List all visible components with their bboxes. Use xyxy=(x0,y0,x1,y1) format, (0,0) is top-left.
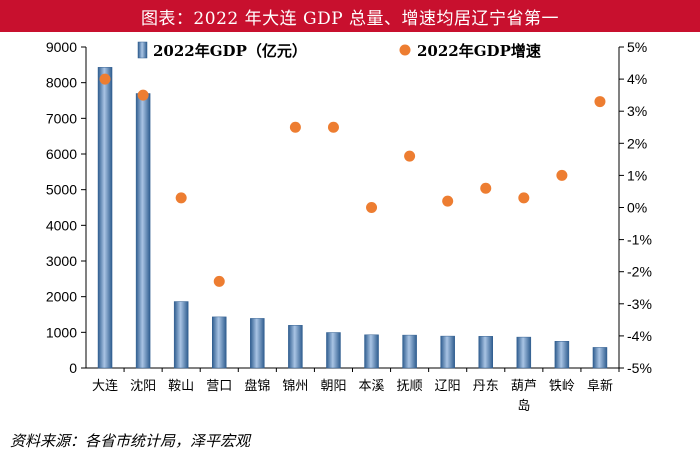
gdp-bar xyxy=(135,93,151,369)
growth-dot xyxy=(175,192,187,204)
category-label: 抚顺 xyxy=(397,379,423,394)
right-tick-label: 1% xyxy=(627,167,647,183)
category-label: 大连 xyxy=(92,378,118,394)
gdp-bar xyxy=(516,336,532,369)
left-tick-label: 2000 xyxy=(46,289,77,305)
gdp-bar xyxy=(212,316,227,369)
left-tick-label: 5000 xyxy=(46,182,77,198)
right-tick-label: 4% xyxy=(627,71,647,87)
right-tick-label: 0% xyxy=(627,200,647,216)
category-label: 沈阳 xyxy=(130,379,156,394)
growth-dot xyxy=(594,96,606,108)
chart-title-bar: 图表：2022 年大连 GDP 总量、增速均居辽宁省第一 xyxy=(0,0,700,32)
chart-title: 图表：2022 年大连 GDP 总量、增速均居辽宁省第一 xyxy=(140,8,560,29)
gdp-bar xyxy=(440,335,455,369)
growth-dot xyxy=(556,169,568,181)
right-tick-label: -5% xyxy=(627,360,652,376)
right-tick-label: 3% xyxy=(627,103,647,119)
gdp-bar xyxy=(97,67,113,369)
gdp-bar xyxy=(250,318,265,369)
left-tick-label: 8000 xyxy=(46,75,77,91)
gdp-bar xyxy=(592,347,608,369)
left-tick-label: 1000 xyxy=(46,324,77,340)
right-tick-label: 2% xyxy=(627,135,647,151)
right-tick-label: 5% xyxy=(627,39,647,55)
growth-dot xyxy=(99,73,111,85)
category-label: 辽阳 xyxy=(435,379,461,394)
gdp-bar xyxy=(402,334,417,369)
category-label: 锦州 xyxy=(282,379,308,394)
left-tick-label: 3000 xyxy=(46,253,77,269)
growth-dot xyxy=(404,150,416,162)
gdp-chart: 0 1000 2000 3000 4000 5000 6000 7000 8000 9000 -5%… xyxy=(46,39,652,414)
category-label: 本溪 xyxy=(359,379,385,394)
growth-dot xyxy=(366,202,378,213)
category-label: 丹东 xyxy=(473,379,499,394)
category-label: 铁岭 xyxy=(549,379,575,394)
legend-label-growth: 2022年GDP增速 xyxy=(417,42,541,60)
category-label: 营口 xyxy=(206,379,232,394)
left-tick-label: 9000 xyxy=(46,39,77,55)
growth-dot xyxy=(327,121,339,133)
growth-dot xyxy=(480,182,492,194)
category-label: 葫芦 xyxy=(511,379,537,394)
growth-dot xyxy=(213,275,225,287)
gdp-bar xyxy=(364,334,379,369)
growth-dot xyxy=(289,121,301,133)
gdp-bar xyxy=(173,301,189,369)
category-label: 盘锦 xyxy=(244,378,270,394)
category-label: 鞍山 xyxy=(168,378,194,394)
left-tick-label: 7000 xyxy=(46,110,77,126)
growth-dot xyxy=(442,195,454,207)
left-tick-label: 4000 xyxy=(46,217,77,233)
right-tick-label: -2% xyxy=(627,264,652,280)
legend-dot-swatch xyxy=(399,44,411,56)
category-label: 阜新 xyxy=(587,378,613,394)
source-note: 资料来源：各省市统计局，泽平宏观 xyxy=(10,432,251,450)
right-tick-label: -1% xyxy=(627,232,652,248)
legend-bar-swatch xyxy=(137,41,148,59)
gdp-bar xyxy=(554,341,570,369)
left-tick-label: 0 xyxy=(69,360,77,376)
gdp-bar xyxy=(288,325,303,369)
gdp-bar xyxy=(478,336,493,369)
left-tick-label: 6000 xyxy=(46,146,77,162)
growth-dot xyxy=(518,192,530,204)
category-label: 朝阳 xyxy=(320,379,346,394)
category-label: 岛 xyxy=(517,398,530,414)
gdp-bar xyxy=(326,332,341,369)
right-tick-label: -4% xyxy=(627,328,652,344)
right-tick-label: -3% xyxy=(627,296,652,312)
legend-label-gdp: 2022年GDP（亿元） xyxy=(153,42,307,60)
growth-dot xyxy=(137,89,149,101)
